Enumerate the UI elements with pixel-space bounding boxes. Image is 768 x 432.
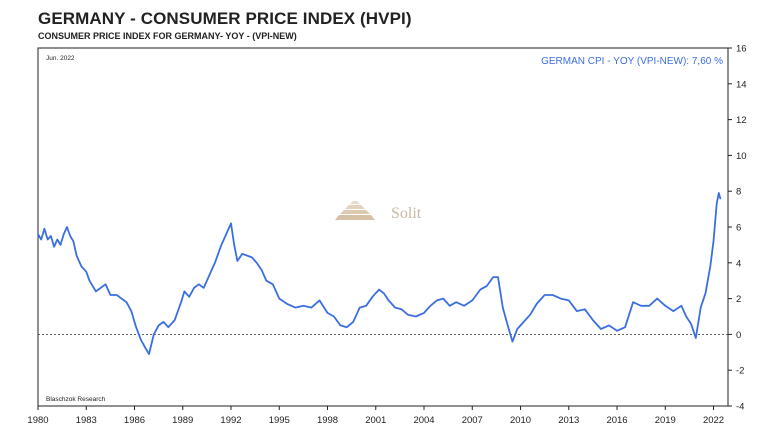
- y-tick-label: 12: [736, 115, 747, 126]
- x-tick-label: 2019: [655, 415, 676, 426]
- series-line-german-cpi: [37, 192, 722, 355]
- x-tick-label: 2004: [413, 415, 434, 426]
- y-tick-label: 16: [736, 44, 747, 55]
- chart-title: GERMANY - CONSUMER PRICE INDEX (HVPI): [38, 9, 412, 28]
- x-tick-label: 2013: [558, 415, 579, 426]
- y-axis: 16 14 12 10 8 6 4 2 0 -2 -4: [728, 44, 747, 413]
- watermark-text: Solit: [391, 205, 422, 222]
- date-stamp: Jun. 2022: [46, 55, 75, 62]
- source-note: Blaschzok Research: [46, 396, 106, 403]
- plot-frame: [37, 47, 729, 407]
- legend-entry: GERMAN CPI - YOY (VPI-NEW): 7,60 %: [541, 56, 723, 67]
- y-tick-label: -2: [736, 366, 744, 377]
- y-tick-label: 10: [736, 151, 747, 162]
- y-tick-label: 6: [736, 223, 741, 234]
- x-tick-label: 1980: [27, 415, 48, 426]
- x-tick-label: 2010: [510, 415, 531, 426]
- x-tick-label: 1995: [269, 415, 290, 426]
- x-tick-label: 2022: [703, 415, 724, 426]
- watermark: Solit: [335, 201, 422, 222]
- x-tick-label: 2001: [365, 415, 386, 426]
- x-tick-label: 1992: [220, 415, 241, 426]
- y-tick-label: 14: [736, 79, 747, 90]
- y-tick-label: 4: [736, 258, 741, 269]
- y-tick-label: 0: [736, 330, 741, 341]
- x-tick-label: 1983: [76, 415, 97, 426]
- y-tick-label: -4: [736, 402, 744, 413]
- x-tick-label: 1998: [317, 415, 338, 426]
- pyramid-logo-icon: [335, 201, 375, 220]
- x-tick-label: 1989: [172, 415, 193, 426]
- chart-subtitle: CONSUMER PRICE INDEX FOR GERMANY- YOY - …: [38, 31, 297, 41]
- y-tick-label: 8: [736, 187, 741, 198]
- x-tick-label: 2007: [462, 415, 483, 426]
- x-axis: 1980 1983 1986 1989 1992 1995 1998 2001 2004 2007…: [27, 406, 724, 426]
- x-tick-label: 1986: [124, 415, 145, 426]
- x-tick-label: 2016: [606, 415, 627, 426]
- y-tick-label: 2: [736, 294, 741, 305]
